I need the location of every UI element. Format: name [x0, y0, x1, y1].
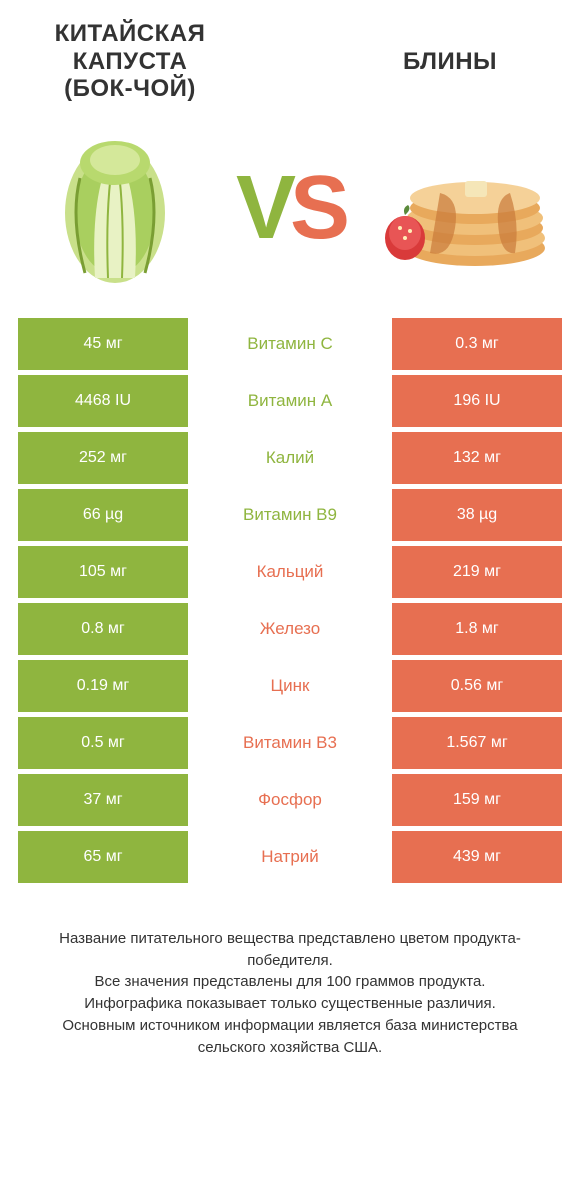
right-value: 159 мг: [392, 774, 562, 826]
table-row: 65 мгНатрий439 мг: [18, 831, 562, 883]
left-value: 105 мг: [18, 546, 188, 598]
right-value: 132 мг: [392, 432, 562, 484]
table-row: 105 мгКальций219 мг: [18, 546, 562, 598]
table-row: 37 мгФосфор159 мг: [18, 774, 562, 826]
footer-line1: Название питательного вещества представл…: [30, 928, 550, 972]
left-value: 45 мг: [18, 318, 188, 370]
nutrient-name: Кальций: [188, 546, 392, 598]
table-row: 0.8 мгЖелезо1.8 мг: [18, 603, 562, 655]
right-value: 1.8 мг: [392, 603, 562, 655]
pancake-icon: [380, 143, 550, 273]
left-value: 0.8 мг: [18, 603, 188, 655]
nutrient-name: Витамин C: [188, 318, 392, 370]
table-row: 0.5 мгВитамин B31.567 мг: [18, 717, 562, 769]
left-value: 66 µg: [18, 489, 188, 541]
right-value: 0.56 мг: [392, 660, 562, 712]
nutrient-name: Натрий: [188, 831, 392, 883]
vs-v: V: [236, 163, 290, 253]
left-title-col: КИТАЙСКАЯ КАПУСТА (БОК-ЧОЙ): [30, 20, 230, 103]
comparison-table: 45 мгВитамин C0.3 мг4468 IUВитамин A196 …: [0, 318, 580, 883]
right-value: 0.3 мг: [392, 318, 562, 370]
left-title-line3: (БОК-ЧОЙ): [64, 75, 196, 102]
left-image: [30, 123, 200, 293]
footer-line3: Инфографика показывает только существенн…: [30, 993, 550, 1015]
nutrient-name: Витамин A: [188, 375, 392, 427]
table-row: 45 мгВитамин C0.3 мг: [18, 318, 562, 370]
nutrient-name: Калий: [188, 432, 392, 484]
nutrient-name: Витамин B9: [188, 489, 392, 541]
table-row: 66 µgВитамин B938 µg: [18, 489, 562, 541]
left-value: 252 мг: [18, 432, 188, 484]
nutrient-name: Фосфор: [188, 774, 392, 826]
table-row: 0.19 мгЦинк0.56 мг: [18, 660, 562, 712]
cabbage-icon: [50, 128, 180, 288]
left-value: 4468 IU: [18, 375, 188, 427]
right-title: БЛИНЫ: [350, 48, 550, 76]
left-value: 37 мг: [18, 774, 188, 826]
right-value: 219 мг: [392, 546, 562, 598]
right-value: 439 мг: [392, 831, 562, 883]
left-title: КИТАЙСКАЯ КАПУСТА (БОК-ЧОЙ): [30, 20, 230, 103]
left-value: 65 мг: [18, 831, 188, 883]
header: КИТАЙСКАЯ КАПУСТА (БОК-ЧОЙ) БЛИНЫ: [0, 0, 580, 103]
right-value: 38 µg: [392, 489, 562, 541]
table-row: 4468 IUВитамин A196 IU: [18, 375, 562, 427]
nutrient-name: Цинк: [188, 660, 392, 712]
left-value: 0.19 мг: [18, 660, 188, 712]
left-value: 0.5 мг: [18, 717, 188, 769]
nutrient-name: Железо: [188, 603, 392, 655]
right-value: 196 IU: [392, 375, 562, 427]
right-image: [380, 123, 550, 293]
vs-s: S: [290, 163, 344, 253]
left-title-line2: КАПУСТА: [73, 48, 188, 75]
table-row: 252 мгКалий132 мг: [18, 432, 562, 484]
footer-line4: Основным источником информации является …: [30, 1015, 550, 1059]
right-value: 1.567 мг: [392, 717, 562, 769]
nutrient-name: Витамин B3: [188, 717, 392, 769]
images-row: VS: [0, 103, 580, 318]
footer-line2: Все значения представлены для 100 граммо…: [30, 971, 550, 993]
footer: Название питательного вещества представл…: [0, 888, 580, 1059]
vs-label: VS: [236, 163, 344, 253]
left-title-line1: КИТАЙСКАЯ: [55, 20, 206, 47]
right-title-col: БЛИНЫ: [350, 48, 550, 76]
